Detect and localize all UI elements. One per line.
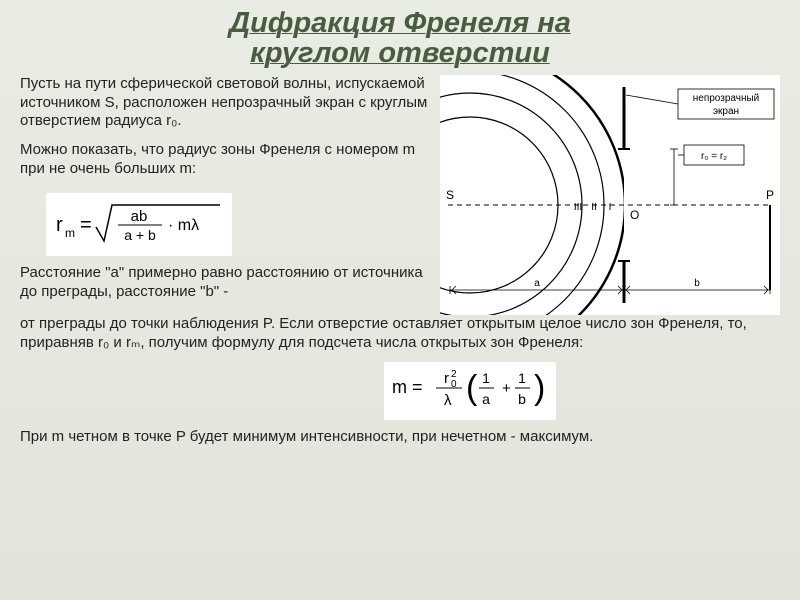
f2n: 1 [518,370,526,386]
label-b: b [694,278,700,289]
f2d: b [518,391,526,407]
rm-sub: m [65,226,75,240]
screen-label: непрозрачный [693,93,760,104]
svg-text:r: r [444,370,449,387]
top-row: Пусть на пути сферической световой волны… [20,75,780,315]
formula-rm: r m = ab a + b · mλ [46,193,232,257]
fresnel-diagram: SOPIIIIIIнепрозрачныйэкранr₀ = r₂ab [440,75,780,315]
f1n: 1 [482,370,490,386]
wavefront-arc [440,93,582,315]
rm-tail: · mλ [168,217,199,234]
paren-l: ( [466,369,478,407]
zone-label: III [574,202,582,213]
wavefront-arc [440,75,625,315]
title-line-2: круглом отверстии [250,37,550,69]
m-lambda: λ [444,392,452,409]
zone-label: I [609,202,612,213]
bottom-text: от преграды до точки наблюдения P. Если … [20,315,780,447]
formula-m: m = r 0 2 λ ( ) 1 a + 1 b [384,362,556,419]
paragraph-4: от преграды до точки наблюдения P. Если … [20,315,780,353]
wavefront-arc [440,75,604,315]
radical-sign [96,205,220,241]
left-column: Пусть на пути сферической световой волны… [20,75,430,312]
paragraph-5: При m четном в точке P будет минимум инт… [20,428,780,447]
slide-title: Дифракция Френеля на круглом отверстии [20,8,780,69]
title-line-1: Дифракция Френеля на [229,7,571,39]
svg-text:r: r [56,214,63,236]
m-r: r [444,370,449,387]
paragraph-1: Пусть на пути сферической световой волны… [20,75,430,131]
paragraph-2: Можно показать, что радиус зоны Френеля … [20,141,430,179]
rm-num: ab [131,208,148,225]
f1d: a [482,391,490,407]
label-p: P [766,188,774,202]
label-a: a [534,278,540,289]
r0-label: r₀ = r₂ [701,151,727,162]
m-plus: + [502,380,511,397]
m-rsup: 2 [451,369,457,380]
label-o: O [630,208,639,222]
rm-den: a + b [124,227,156,243]
leader-line [626,95,678,104]
rm-eq: = [80,214,92,236]
zone-label: II [591,202,597,213]
screen-label: экран [713,106,739,117]
label-s: S [446,188,454,202]
rm-lhs: r [56,214,63,236]
paragraph-3: Расстояние "a" примерно равно расстоянию… [20,264,430,302]
paren-r: ) [534,369,545,407]
m-lhs: m = [392,377,423,397]
